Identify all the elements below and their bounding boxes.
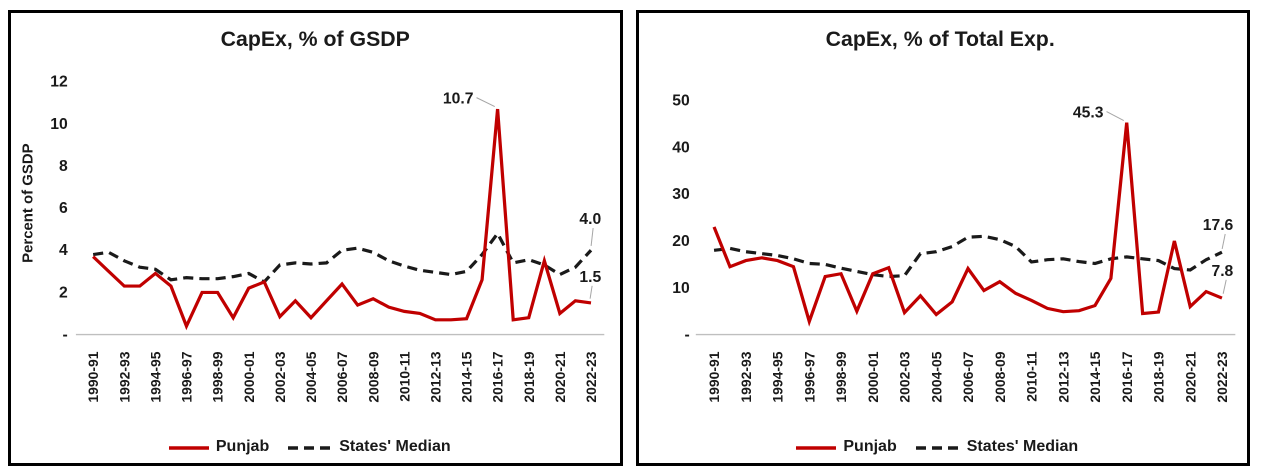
x-tick-label: 2018-19 [1150,351,1166,402]
x-tick-label: 2010-11 [396,351,412,401]
x-tick-label: 2008-09 [991,351,1007,402]
x-tick-label: 2016-17 [1118,351,1134,402]
y-tick-label: 20 [672,233,690,250]
punjab-line [92,108,592,331]
annotation-leader-line [1105,111,1124,121]
legend-label-states-median: States' Median [966,438,1079,455]
chart-legend: Punjab States' Median [639,438,1248,456]
x-tick-label: 2004-05 [928,351,944,402]
x-tick-label: 2000-01 [864,351,880,402]
x-tick-label: 2002-03 [896,351,912,402]
data-label-10-7: 10.7 [443,91,474,108]
y-tick-label: - [684,327,689,344]
x-tick-label: 2012-13 [1055,351,1071,402]
chart-panel-capex-gsdp: CapEx, % of GSDP Percent of GSDP 12 10 8 6 4 2 -… [8,10,623,466]
data-label-45-3: 45.3 [1072,105,1103,122]
x-tick-label: 1998-99 [832,351,848,402]
x-tick-label: 2008-09 [365,351,381,402]
y-tick-label: 6 [59,200,68,217]
x-tick-label: 1998-99 [210,351,226,402]
chart-canvas-totalexp: CapEx, % of Total Exp. 50 40 30 20 10 -1990-91… [672,28,1235,403]
chart-title: CapEx, % of Total Exp. [825,28,1054,51]
y-axis-title: Percent of GSDP [19,143,36,262]
x-tick-label: 2018-19 [521,351,537,402]
punjab-line-swatch [795,438,837,456]
x-tick-label: 1992-93 [737,351,753,402]
y-tick-label: 8 [59,158,68,175]
x-tick-label: 1992-93 [116,351,132,402]
y-tick-label: 50 [672,93,690,110]
x-tick-label: 2016-17 [490,351,506,402]
y-tick-label: 2 [59,285,68,302]
y-tick-label: 4 [59,242,68,259]
states-median-line [713,234,1223,279]
y-tick-label: 12 [50,74,68,91]
punjab-line [712,122,1223,327]
y-tick-label: 10 [50,116,68,133]
median-dashed-swatch [915,438,961,456]
chart-legend: Punjab States' Median [11,438,620,456]
x-tick-label: 2020-21 [1182,351,1198,402]
x-tick-label: 2000-01 [241,351,257,402]
legend-label-punjab: Punjab [843,438,897,455]
x-tick-label: 2022-23 [1213,351,1229,402]
y-tick-label: 10 [672,280,690,297]
x-tick-label: 2010-11 [1023,351,1039,401]
x-tick-label: 2006-07 [959,351,975,402]
x-tick-label: 1994-95 [769,351,785,402]
states-median-line [92,230,593,284]
annotation-leader-line [590,227,594,247]
x-tick-label: 2002-03 [272,351,288,402]
x-tick-label: 1996-97 [801,351,817,402]
data-label-4-0: 4.0 [579,211,601,228]
x-tick-label: 2022-23 [583,351,599,402]
x-tick-label: 2012-13 [427,351,443,402]
x-tick-label: 1990-91 [705,351,721,402]
x-tick-label: 2004-05 [303,351,319,402]
punjab-line-swatch [168,438,210,456]
x-tick-label: 1994-95 [147,351,163,402]
x-tick-label: 2014-15 [1086,351,1102,402]
x-tick-label: 2014-15 [458,351,474,402]
chart-canvas-gsdp: CapEx, % of GSDP Percent of GSDP 12 10 8 6 4 2 -… [19,28,605,403]
data-label-7-8: 7.8 [1211,263,1233,280]
x-tick-label: 1996-97 [178,351,194,402]
annotation-leader-line [1221,233,1226,250]
chart-panel-capex-totalexp: CapEx, % of Total Exp. 50 40 30 20 10 -1990-91… [635,10,1250,466]
x-tick-label: 2020-21 [552,351,568,402]
annotation-leader-line [589,285,593,299]
y-tick-label: - [63,327,68,344]
data-label-1-5: 1.5 [579,269,601,286]
chart-title: CapEx, % of GSDP [221,28,410,51]
x-tick-label: 1990-91 [85,351,101,402]
data-label-17-6: 17.6 [1202,217,1233,234]
y-tick-label: 30 [672,186,690,203]
legend-label-punjab: Punjab [215,438,270,455]
annotation-leader-line [476,97,495,108]
median-dashed-swatch [287,438,333,456]
y-tick-label: 40 [672,140,690,157]
x-tick-label: 2006-07 [334,351,350,402]
annotation-leader-line [1222,279,1227,294]
legend-label-states-median: States' Median [339,438,451,455]
